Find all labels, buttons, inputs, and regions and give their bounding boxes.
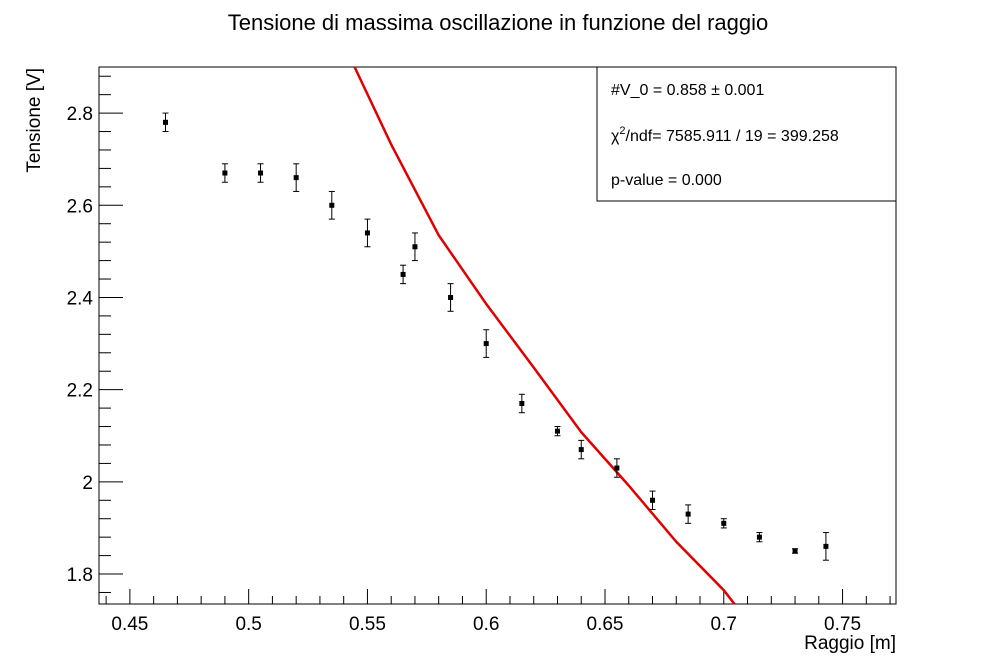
point-marker xyxy=(222,171,227,176)
y-tick-label: 2 xyxy=(82,473,93,494)
data-point xyxy=(448,284,454,312)
point-marker xyxy=(412,244,417,249)
stats-chi-rest: /ndf= 7585.911 / 19 = 399.258 xyxy=(626,128,839,145)
chart-title: Tensione di massima oscillazione in funz… xyxy=(228,10,769,35)
point-marker xyxy=(329,203,334,208)
x-tick-label: 0.55 xyxy=(349,614,386,635)
point-marker xyxy=(163,120,168,125)
data-point xyxy=(721,519,727,528)
y-tick-label: 2.6 xyxy=(67,196,93,217)
point-marker xyxy=(365,230,370,235)
data-point xyxy=(222,164,228,182)
data-point xyxy=(329,191,335,219)
data-point xyxy=(650,491,656,509)
point-marker xyxy=(614,466,619,471)
point-marker xyxy=(258,171,263,176)
x-tick-label: 0.65 xyxy=(587,614,624,635)
stats-line-v0: #V_0 = 0.858 ± 0.001 xyxy=(611,82,764,99)
x-tick-label: 0.6 xyxy=(473,614,499,635)
y-axis: 1.8 2 2.2 2.4 2.6 2.8 xyxy=(67,76,123,592)
point-marker xyxy=(519,401,524,406)
y-tick-label: 2.2 xyxy=(67,381,93,402)
data-point xyxy=(293,164,299,192)
point-marker xyxy=(579,447,584,452)
data-point xyxy=(364,219,370,247)
data-point xyxy=(756,533,762,542)
data-point xyxy=(823,533,829,561)
x-tick-label: 0.7 xyxy=(711,614,737,635)
stats-box: #V_0 = 0.858 ± 0.001 χ2/ndf= 7585.911 / … xyxy=(597,67,896,201)
data-point xyxy=(400,265,406,283)
point-marker xyxy=(484,341,489,346)
stats-line-pvalue: p-value = 0.000 xyxy=(611,172,722,189)
point-marker xyxy=(555,429,560,434)
data-point xyxy=(578,440,584,458)
point-marker xyxy=(401,272,406,277)
data-point xyxy=(554,427,560,436)
data-point xyxy=(258,164,264,182)
data-point xyxy=(685,505,691,523)
y-tick-label: 2.8 xyxy=(67,104,93,125)
point-marker xyxy=(686,512,691,517)
stats-line-chi2: χ2/ndf= 7585.911 / 19 = 399.258 xyxy=(611,125,839,145)
data-point xyxy=(792,548,798,553)
x-axis: 0.45 0.5 0.55 0.6 0.65 0.7 0.75 xyxy=(106,589,890,635)
point-marker xyxy=(721,521,726,526)
point-marker xyxy=(823,544,828,549)
data-point xyxy=(483,330,489,358)
y-axis-label: Tensione [V] xyxy=(24,68,45,173)
data-point xyxy=(163,113,169,131)
x-axis-label: Raggio [m] xyxy=(804,633,896,654)
y-tick-label: 2.4 xyxy=(67,288,94,309)
point-marker xyxy=(793,548,798,553)
y-tick-label: 1.8 xyxy=(67,565,93,586)
x-tick-label: 0.45 xyxy=(111,614,148,635)
point-marker xyxy=(757,535,762,540)
x-tick-label: 0.75 xyxy=(824,614,861,635)
data-point xyxy=(412,233,418,261)
point-marker xyxy=(650,498,655,503)
point-marker xyxy=(294,175,299,180)
x-tick-label: 0.5 xyxy=(235,614,261,635)
data-point xyxy=(519,394,525,412)
point-marker xyxy=(448,295,453,300)
